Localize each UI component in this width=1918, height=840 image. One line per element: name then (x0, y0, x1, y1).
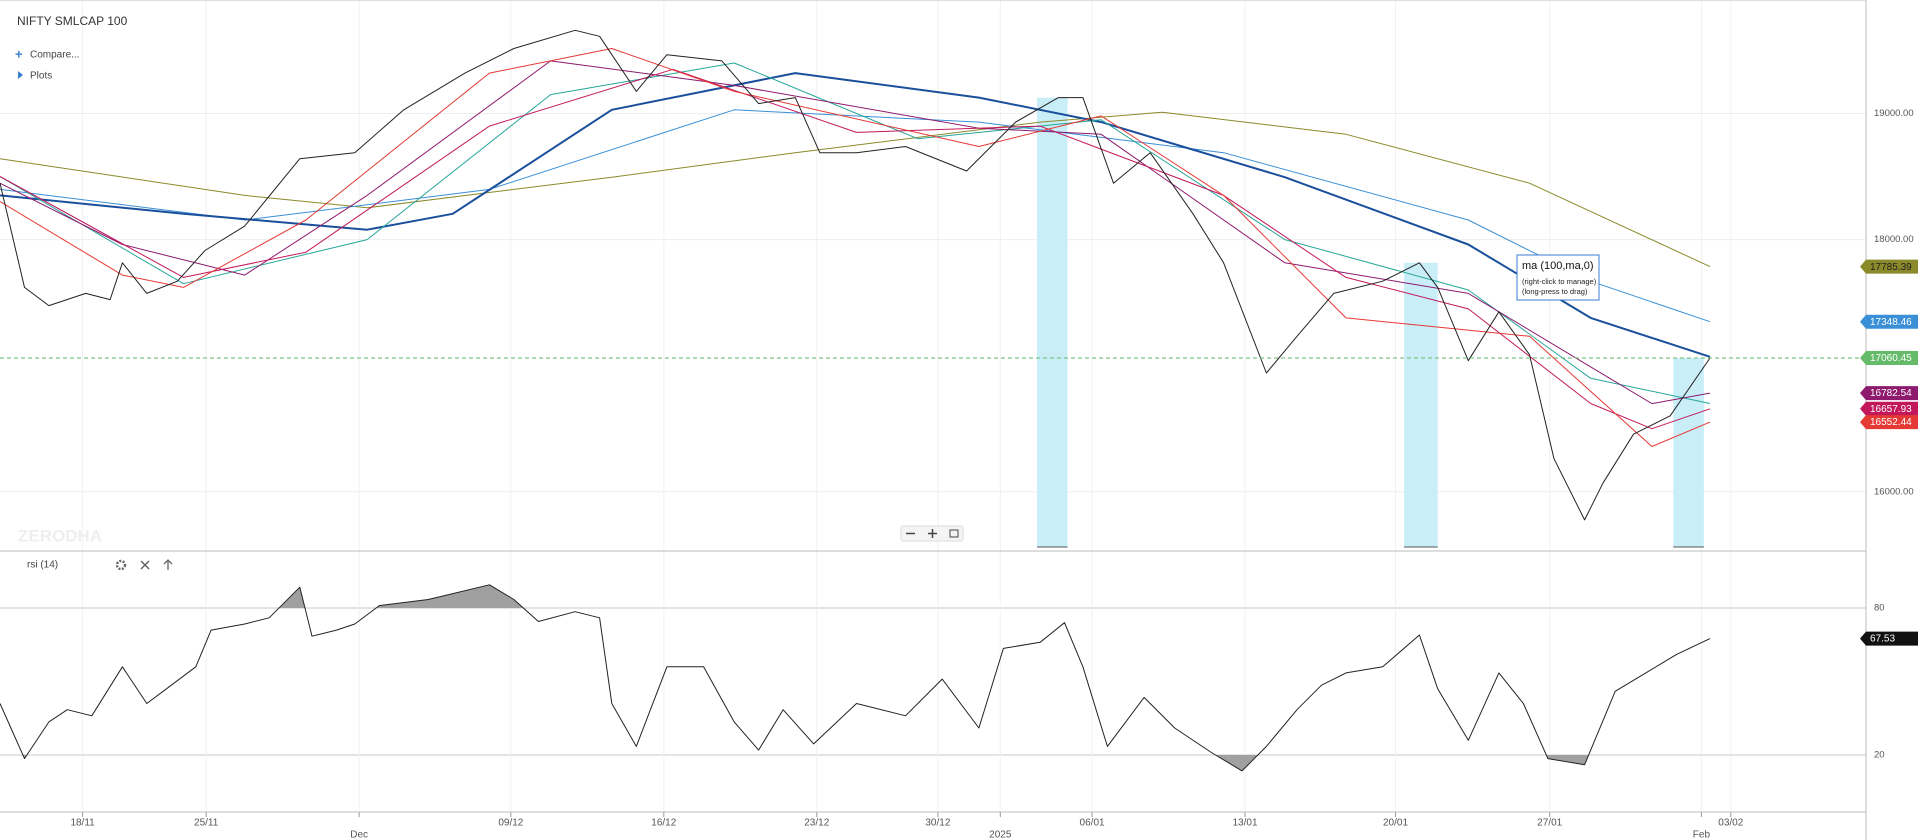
zoom-in[interactable] (928, 529, 937, 538)
value-badge (1860, 314, 1918, 329)
value-badge-label: 17348.46 (1870, 317, 1912, 328)
value-badge (1860, 259, 1918, 274)
y-tick-label: 20 (1874, 749, 1885, 760)
fullscreen[interactable] (949, 529, 959, 538)
x-tick-label: 25/11 (194, 818, 219, 829)
x-tick-label: 13/01 (1233, 818, 1258, 829)
x-tick-label: 16/12 (651, 818, 676, 829)
value-badge-label: 16657.93 (1870, 404, 1912, 415)
compare-icon[interactable]: + (15, 46, 23, 61)
y-tick-label: 16000.00 (1874, 486, 1914, 497)
series-line (0, 111, 1711, 268)
compare-button[interactable]: Compare... (30, 50, 79, 61)
series-line (0, 62, 1711, 404)
series-line (0, 72, 1711, 358)
close-icon[interactable] (140, 560, 150, 570)
series-line (0, 48, 1711, 447)
badges: 17785.39 17348.46 16782.54 16657.93 16552.44… (1860, 259, 1918, 646)
series-line (0, 584, 1711, 772)
watermark: ZERODHA (18, 526, 102, 545)
chart-title: NIFTY SMLCAP 100 (17, 14, 128, 28)
value-badge (1860, 631, 1918, 646)
value-badge-label: 67.53 (1870, 634, 1895, 645)
series-line (0, 29, 1711, 521)
value-badge-label: 17785.39 (1870, 262, 1912, 273)
x-tick-label: 30/12 (925, 818, 950, 829)
x-tick-label: Feb (1693, 830, 1711, 840)
x-tick-label: 20/01 (1383, 818, 1408, 829)
x-tick-label: 18/11 (70, 818, 95, 829)
value-badge (1860, 415, 1918, 430)
series-line (0, 68, 1711, 430)
indicator-title: rsi (14) (27, 560, 58, 571)
x-tick-label: 06/01 (1080, 818, 1105, 829)
x-tick-label: 09/12 (498, 818, 523, 829)
plots-button[interactable]: Plots (30, 71, 52, 82)
x-tick-label: 27/01 (1537, 818, 1562, 829)
signal-highlight (1037, 97, 1068, 547)
signal-highlight (1404, 262, 1438, 547)
overbought-fill (279, 584, 524, 608)
value-badge-label: 17060.45 (1870, 353, 1912, 364)
y-tick-label: 18000.00 (1874, 234, 1914, 245)
tooltip-line: (right-click to manage) (1522, 277, 1597, 286)
value-badge (1860, 386, 1918, 401)
zoom-controls (900, 525, 964, 542)
x-tick-label: 03/02 (1718, 818, 1743, 829)
move-up-icon[interactable] (163, 559, 173, 570)
signal-highlight (1673, 358, 1704, 547)
plots-icon[interactable] (18, 71, 23, 79)
tooltip-line: (long-press to drag) (1522, 287, 1588, 296)
x-tick-label: 23/12 (804, 818, 829, 829)
value-badge (1860, 401, 1918, 416)
settings-icon[interactable] (115, 559, 127, 571)
x-tick-label: 2025 (989, 830, 1012, 840)
y-tick-label: 19000.00 (1874, 108, 1914, 119)
tooltip-title: ma (100,ma,0) (1522, 260, 1594, 272)
x-tick-label: Dec (350, 830, 368, 840)
y-tick-label: 80 (1874, 603, 1885, 614)
value-badge-label: 16782.54 (1870, 388, 1912, 399)
tooltip-box (1516, 254, 1600, 301)
value-badge-label: 16552.44 (1870, 417, 1912, 428)
tooltip: ma (100,ma,0) (right-click to manage) (l… (1516, 254, 1600, 301)
value-badge (1860, 351, 1918, 366)
